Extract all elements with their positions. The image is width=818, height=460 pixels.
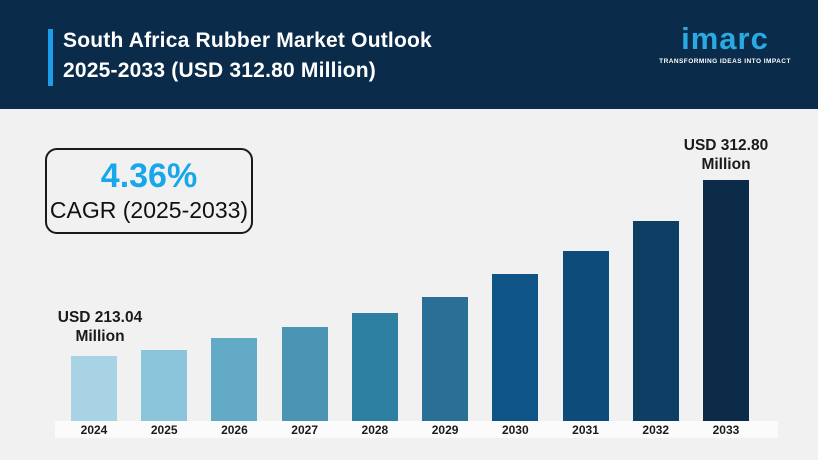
bar-column-2027: 2027 [281, 327, 328, 437]
cagr-value: 4.36% [100, 157, 198, 195]
start-value-line-1: USD 213.04 [57, 309, 143, 326]
x-tick-2032: 2032 [642, 423, 670, 437]
x-tick-2031: 2031 [572, 423, 599, 437]
page-title: South Africa Rubber Market Outlook 2025-2… [63, 26, 432, 86]
x-tick-2027: 2027 [291, 423, 318, 437]
imarc-logo: imarc TRANSFORMING IDEAS INTO IMPACT [659, 21, 791, 66]
start-value-label: USD 213.04 Million [58, 308, 142, 346]
x-tick-2029: 2029 [431, 423, 459, 437]
x-tick-2024: 2024 [80, 423, 108, 437]
bar-column-2032: 2032 [632, 221, 679, 437]
bar-2024 [71, 356, 117, 421]
cagr-box: 4.36% CAGR (2025-2033) [45, 148, 253, 234]
x-tick-2030: 2030 [501, 423, 529, 437]
bar-2032 [632, 221, 679, 421]
bar-column-2031: 2031 [562, 251, 609, 437]
bar-2029 [422, 297, 469, 421]
bar-2028 [351, 313, 398, 421]
bar-column-2028: 2028 [351, 313, 398, 437]
x-axis-band [55, 421, 778, 438]
end-value-label: USD 312.80 Million [684, 136, 768, 174]
bar-column-2030: 2030 [492, 274, 539, 437]
x-tick-2033: 2033 [712, 423, 740, 437]
bar-chart: 2024 2025 2026 2027 2028 2029 2030 2031 2032 2033 [71, 180, 749, 437]
bar-2027 [281, 327, 328, 421]
bar-column-2033: 2033 [702, 180, 749, 437]
bar-column-2025: 2025 [141, 350, 188, 437]
bar-2031 [562, 251, 609, 421]
bar-column-2024: 2024 [71, 356, 117, 437]
bar-2033 [702, 180, 749, 421]
x-tick-2025: 2025 [150, 423, 178, 437]
end-value-line-2: Million [701, 156, 751, 173]
end-value-line-1: USD 312.80 [683, 137, 769, 154]
start-value-line-2: Million [75, 328, 125, 345]
title-line-2: 2025-2033 (USD 312.80 Million) [63, 59, 376, 82]
header: South Africa Rubber Market Outlook 2025-2… [0, 0, 818, 109]
bar-2026 [211, 338, 258, 421]
x-tick-2028: 2028 [361, 423, 389, 437]
bar-2030 [492, 274, 539, 421]
bar-2025 [141, 350, 188, 421]
title-line-1: South Africa Rubber Market Outlook [63, 29, 432, 52]
title-accent-bar [48, 29, 53, 86]
x-tick-2026: 2026 [221, 423, 248, 437]
cagr-period-label: CAGR (2025-2033) [49, 197, 249, 223]
bar-column-2029: 2029 [422, 297, 469, 437]
imarc-logo-text: imarc [681, 21, 769, 56]
imarc-logo-tagline: TRANSFORMING IDEAS INTO IMPACT [659, 58, 791, 65]
bar-column-2026: 2026 [211, 338, 258, 437]
